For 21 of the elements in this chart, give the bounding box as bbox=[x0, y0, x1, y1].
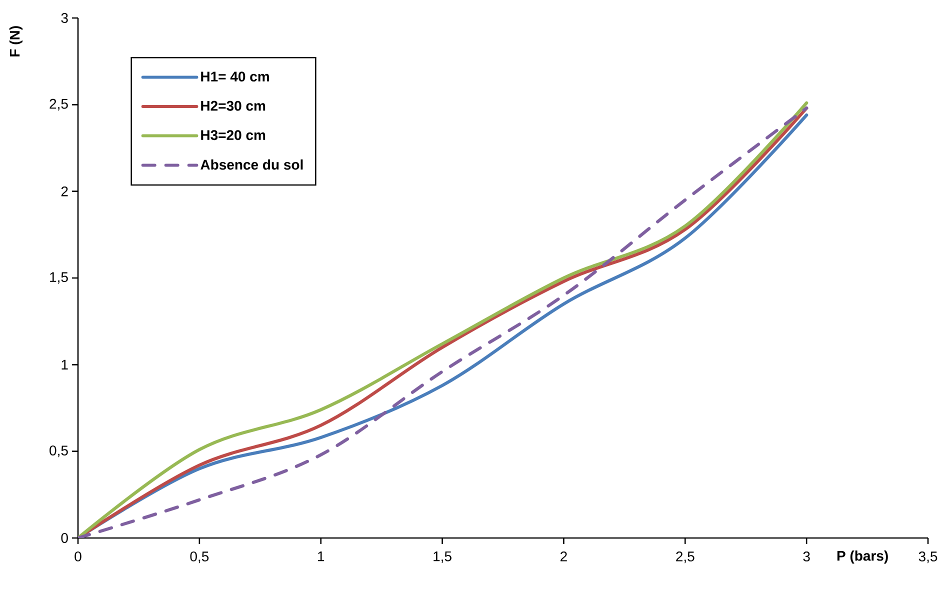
x-tick-label: 0,5 bbox=[190, 552, 209, 564]
y-tick-label: 0,5 bbox=[50, 446, 68, 458]
legend-label: H3=20 cm bbox=[201, 130, 266, 140]
legend-label: H1= 40 cm bbox=[201, 72, 269, 82]
x-tick-label: 2,5 bbox=[676, 552, 694, 564]
x-tick-label: 3,5 bbox=[918, 552, 938, 564]
y-tick-label: 0 bbox=[61, 533, 68, 543]
x-tick-label: 0 bbox=[74, 552, 82, 562]
legend-label: H2=30 cm bbox=[201, 100, 266, 111]
x-tick-label: 3 bbox=[803, 552, 810, 562]
y-tick-label: 1,5 bbox=[50, 272, 68, 284]
legend-label: Absence du sol bbox=[200, 159, 303, 170]
y-tick-label: 2,5 bbox=[50, 98, 68, 110]
x-tick-label: 2 bbox=[560, 552, 567, 562]
y-tick-label: 2 bbox=[61, 186, 68, 196]
x-tick-label: 1 bbox=[318, 552, 324, 562]
x-axis-title: P (bars) bbox=[837, 550, 888, 564]
y-tick-label: 3 bbox=[61, 13, 68, 23]
y-axis-title: F (N) bbox=[9, 26, 22, 56]
x-tick-label: 1,5 bbox=[434, 552, 452, 563]
y-tick-label: 1 bbox=[62, 360, 68, 370]
